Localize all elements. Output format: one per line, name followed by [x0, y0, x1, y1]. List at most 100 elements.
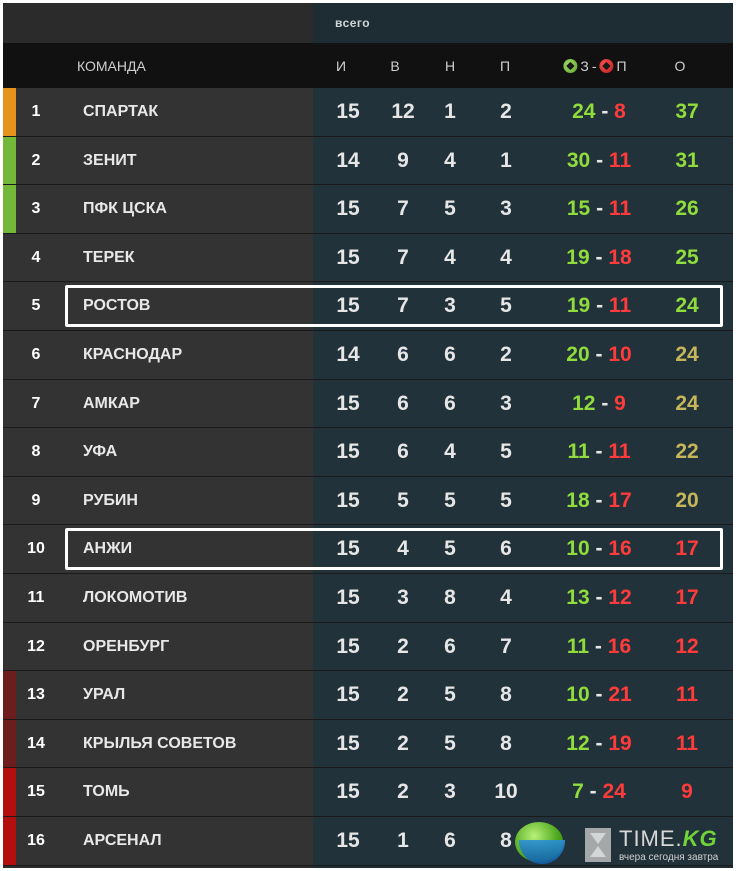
goals-for-value: 7	[572, 780, 584, 804]
lost-value: 4	[500, 585, 512, 609]
row-left-cell	[3, 573, 313, 622]
row-right-cell	[313, 573, 733, 622]
goals-against-value: 11	[608, 197, 632, 221]
header-points[interactable]: О	[674, 58, 686, 74]
table-row[interactable]: 9 РУБИН 15 5 5 5 18 - 17 20	[3, 476, 733, 526]
position-number: 9	[31, 491, 41, 509]
won-value: 4	[397, 537, 409, 561]
goals-value: 20 - 10	[566, 343, 631, 367]
goals-for-value: 19	[566, 245, 590, 269]
row-right-cell	[313, 428, 733, 476]
row-right-cell	[313, 233, 733, 282]
row-left-cell	[3, 428, 313, 476]
header-goals[interactable]: З - П	[563, 58, 627, 74]
drawn-value: 6	[444, 391, 456, 415]
row-right-cell	[313, 136, 733, 185]
table-row[interactable]: 13 УРАЛ 15 2 5 8 10 - 21 11	[3, 671, 733, 720]
team-name: РОСТОВ	[83, 297, 151, 315]
row-left-cell	[3, 476, 313, 525]
header-won[interactable]: В	[390, 58, 400, 74]
goals-for-ball-icon	[563, 59, 578, 73]
goals-value: 19 - 11	[567, 294, 631, 318]
zone-stripe	[3, 88, 16, 136]
table-row[interactable]: 5 РОСТОВ 15 7 3 5 19 - 11 24	[3, 282, 733, 331]
goals-separator: -	[595, 537, 603, 561]
table-row[interactable]: 6 КРАСНОДАР 14 6 6 2 20 - 10 24	[3, 330, 733, 380]
table-row[interactable]: 7 АМКАР 15 6 6 3 12 - 9 24	[3, 379, 733, 429]
team-name: АРСЕНАЛ	[83, 831, 162, 849]
goals-separator: -	[595, 488, 603, 512]
goals-against-value: 12	[608, 585, 632, 609]
goals-for-value: 11	[566, 634, 590, 658]
row-right-cell	[313, 671, 733, 719]
goals-for-value: 10	[566, 683, 590, 707]
zone-stripe	[3, 136, 16, 185]
played-value: 15	[336, 488, 360, 512]
drawn-value: 6	[444, 828, 456, 852]
played-value: 15	[336, 440, 360, 464]
header-drawn[interactable]: Н	[444, 58, 456, 74]
row-left-cell	[3, 282, 313, 330]
goals-separator: -	[596, 197, 604, 221]
row-left-cell	[3, 816, 313, 865]
table-row[interactable]: 8 УФА 15 6 4 5 11 - 11 22	[3, 428, 733, 477]
goals-separator: -	[595, 585, 603, 609]
table-row[interactable]: 14 КРЫЛЬЯ СОВЕТОВ 15 2 5 8 12 - 19 11	[3, 719, 733, 769]
table-row[interactable]: 12 ОРЕНБУРГ 15 2 6 7 11 - 16 12	[3, 622, 733, 672]
played-value: 14	[336, 148, 360, 172]
points-value: 20	[675, 488, 699, 512]
played-value: 15	[336, 537, 360, 561]
globe-logo-wave	[519, 840, 565, 864]
played-value: 15	[336, 585, 360, 609]
drawn-value: 8	[444, 585, 456, 609]
won-value: 7	[397, 294, 409, 318]
won-value: 1	[397, 828, 409, 852]
lost-value: 5	[500, 488, 512, 512]
table-row[interactable]: 4 ТЕРЕК 15 7 4 4 19 - 18 25	[3, 233, 733, 283]
row-right-cell	[313, 185, 733, 233]
position-number: 1	[31, 103, 41, 120]
points-value: 24	[675, 342, 699, 366]
row-right-cell	[313, 622, 733, 671]
team-name: РУБИН	[83, 491, 138, 509]
goals-for-value: 24	[572, 100, 596, 123]
table-row[interactable]: 11 ЛОКОМОТИВ 15 3 8 4 13 - 12 17	[3, 573, 733, 623]
goals-for-value: 11	[567, 440, 590, 464]
goals-value: 18 - 17	[566, 489, 631, 513]
drawn-value: 4	[444, 148, 456, 172]
drawn-value: 5	[444, 197, 456, 221]
row-left-cell	[3, 136, 313, 185]
goals-separator: -	[589, 780, 597, 804]
drawn-value: 5	[444, 731, 456, 755]
table-row[interactable]: 1 СПАРТАК 15 12 1 2 24 - 8 37	[3, 88, 733, 137]
goals-value: 10 - 16	[566, 537, 631, 561]
table-row[interactable]: 3 ПФК ЦСКА 15 7 5 3 15 - 11 26	[3, 185, 733, 234]
goals-against-value: 19	[608, 731, 632, 755]
lost-value: 1	[500, 148, 512, 172]
position-number: 6	[31, 345, 41, 363]
header-team[interactable]: КОМАНДА	[77, 58, 146, 74]
goals-separator: -	[595, 731, 603, 755]
team-name: КРАСНОДАР	[83, 345, 183, 363]
row-left-cell	[3, 622, 313, 671]
drawn-value: 5	[444, 537, 456, 561]
won-value: 5	[397, 488, 409, 512]
goals-against-value: 11	[608, 440, 631, 464]
table-row[interactable]: 15 ТОМЬ 15 2 3 10 7 - 24 9	[3, 768, 733, 817]
goals-separator: -	[595, 683, 603, 707]
header-lost[interactable]: П	[499, 58, 511, 74]
lost-value: 5	[500, 294, 512, 318]
position-number: 12	[27, 637, 45, 655]
header-played[interactable]: И	[335, 58, 347, 74]
position-number: 3	[31, 200, 41, 218]
goals-separator: -	[595, 245, 603, 269]
position-number: 2	[31, 151, 41, 169]
goals-against-value: 24	[602, 780, 626, 804]
goals-against-value: 17	[608, 488, 632, 512]
lost-value: 8	[500, 828, 512, 852]
table-row[interactable]: 2 ЗЕНИТ 14 9 4 1 30 - 11 31	[3, 136, 733, 186]
played-value: 15	[336, 683, 360, 707]
played-value: 14	[336, 342, 360, 366]
goals-separator: -	[595, 440, 603, 464]
table-row[interactable]: 10 АНЖИ 15 4 5 6 10 - 16 17	[3, 525, 733, 574]
